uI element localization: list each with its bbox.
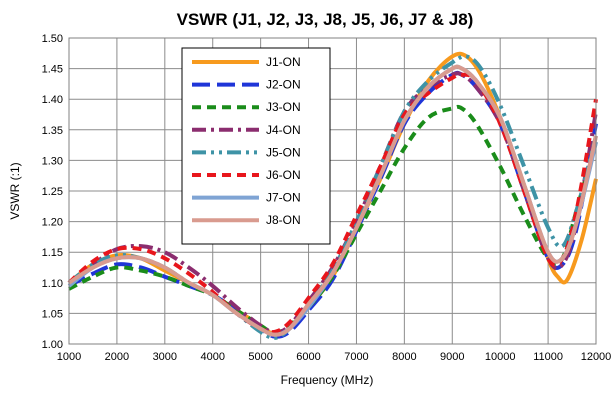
x-tick-label: 5000 [248,351,272,363]
plot-area-frame [68,37,597,345]
x-tick-label: 4000 [200,351,224,363]
series-line-j8-on [67,64,598,337]
x-tick-label: 7000 [344,351,368,363]
legend-label: J4-ON [266,123,301,137]
y-tick-label: 1.10 [42,278,63,290]
series-lines [67,51,598,340]
x-tick-label: 8000 [392,351,416,363]
legend-label: J5-ON [266,145,301,159]
legend: J1-ON J2-ON J3-ON J4-ON J5-ON J6-ON J7-ON J8-ON [181,47,331,245]
y-tick-label: 1.15 [42,247,63,259]
chart-title: VSWR (J1, J2, J3, J8, J5, J6, J7 & J8) [177,10,474,29]
y-tick-label: 1.40 [42,94,63,106]
y-tick-label: 1.50 [42,33,63,45]
y-tick-label: 1.30 [42,155,63,167]
legend-box [181,47,331,245]
x-tick-label: 3000 [153,351,177,363]
y-tick-label: 1.05 [42,308,63,320]
y-axis-label: VSWR (:1) [8,162,22,219]
x-tick-label: 10000 [485,351,516,363]
x-tick-label: 12000 [581,351,612,363]
y-tick-labels: 1.00 1.05 1.10 1.15 1.20 1.25 1.30 1.35 1.40 1.45… [42,33,63,351]
x-tick-label: 2000 [105,351,129,363]
x-tick-label: 11000 [533,351,563,363]
legend-label: J3-ON [266,100,301,114]
x-axis-label: Frequency (MHz) [281,373,374,387]
x-tick-label: 9000 [440,351,464,363]
y-tick-label: 1.45 [42,64,63,76]
legend-label: J2-ON [266,78,301,92]
y-tick-label: 1.00 [42,339,63,351]
x-tick-labels: 1000 2000 3000 4000 5000 6000 7000 8000 9000 1000… [57,351,612,363]
legend-label: J6-ON [266,168,301,182]
legend-label: J8-ON [266,213,301,227]
y-tick-label: 1.25 [42,186,63,198]
x-tick-label: 1000 [57,351,81,363]
y-tick-label: 1.35 [42,125,63,137]
legend-label: J1-ON [266,55,301,69]
legend-label: J7-ON [266,191,301,205]
series-line-j4-on [67,71,598,335]
y-tick-label: 1.20 [42,217,63,229]
x-tick-label: 6000 [296,351,320,363]
